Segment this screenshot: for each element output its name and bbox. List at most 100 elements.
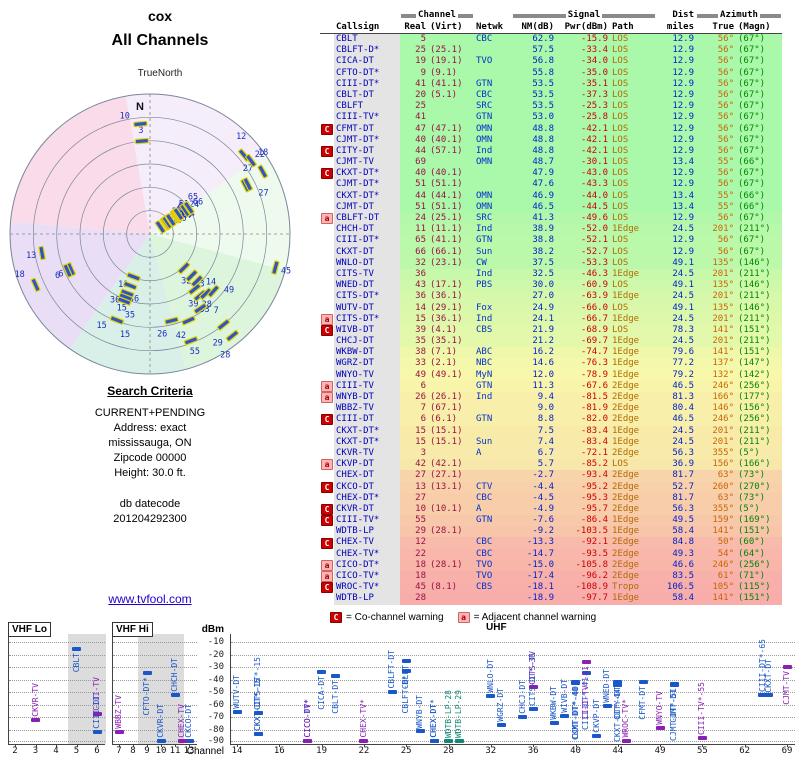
co-channel-warning-icon: C	[321, 414, 333, 426]
cell-miles: 83.5	[672, 571, 694, 581]
cell-miles: 79.2	[672, 369, 694, 380]
cell-real: 29	[415, 526, 426, 537]
cell-miles: 24.5	[672, 436, 694, 447]
cell-nm: -4.4	[532, 481, 554, 492]
cell-azimuth-true: 201°	[712, 313, 734, 324]
azimuth-group-header: Azimuth	[696, 10, 782, 21]
axis-tick	[133, 744, 134, 747]
cell-callsign: WROC-TV*	[334, 582, 400, 594]
cell-miles: 80.4	[672, 403, 694, 414]
cell-azimuth-magn: (67°)	[738, 34, 766, 44]
cell-virt: (23.1)	[430, 257, 463, 268]
table-row: CHEX-DT* 27 CBC -4.5 -95.3 2Edge 81.7 63° (73°)	[320, 492, 782, 504]
cell-azimuth-true: 355°	[712, 447, 734, 458]
station-channel-label: 35	[125, 311, 135, 321]
gridline	[9, 717, 105, 718]
cell-pwr: -33.4	[580, 45, 608, 56]
cell-path: 1Edge	[612, 291, 640, 302]
cell-virt: (51.1)	[430, 179, 463, 190]
cell-netwk: CBC	[476, 548, 493, 559]
station-bar	[187, 283, 202, 296]
station-channel-label: 65	[188, 193, 198, 203]
cell-nm: 8.8	[537, 414, 554, 425]
station-channel-label: 22	[255, 150, 265, 160]
channel-tick-label: 22	[358, 746, 370, 756]
cell-nm: 7.5	[537, 425, 554, 436]
cell-netwk: Ind	[476, 145, 493, 156]
cell-callsign: CHEX-TV	[334, 537, 400, 549]
spacer	[320, 10, 334, 21]
warning-marker-cell: a	[320, 571, 334, 583]
table-row: C CIII-TV* 55 GTN -7.6 -86.4 1Edge 49.5 159° (169…	[320, 515, 782, 527]
warning-marker-cell	[320, 112, 334, 124]
chart-marker	[764, 693, 774, 698]
cell-virt: (8.1)	[430, 582, 458, 593]
cell-nm: 47.6	[532, 179, 554, 190]
cell-real: 18	[415, 571, 426, 581]
chart-marker-label: WDTB-LP-28	[443, 689, 453, 738]
table-row: CIII-DT* 41 (41.1) GTN 53.5 -35.1 LOS 12.9 56° (6…	[320, 78, 782, 90]
cell-virt	[428, 515, 474, 526]
cell-netwk: Sun	[476, 436, 493, 447]
station-bar	[207, 284, 220, 298]
table-row: C CKVR-DT 10 (10.1) A -4.9 -95.7 2Edge 56.3 355° (…	[320, 503, 782, 516]
table-row: C WROC-TV* 45 (8.1) CBS -18.1 -108.9 Tropo 106.5…	[320, 582, 782, 594]
search-criteria-heading: Search Criteria	[107, 384, 193, 398]
col-header-miles: miles	[666, 22, 694, 32]
co-channel-legend-text: = Co-channel warning	[346, 612, 444, 623]
cell-netwk: OMN	[476, 134, 493, 145]
cell-pwr: -42.1	[580, 134, 608, 145]
cell-miles: 46.5	[672, 414, 694, 425]
cell-pwr: -103.5	[575, 526, 608, 537]
cell-miles: 24.5	[672, 268, 694, 279]
cell-azimuth-magn: (146°)	[738, 302, 771, 313]
table-row: a WNYB-DT 26 (26.1) Ind 9.4 -81.5 2Edge 81.3 166°…	[320, 392, 782, 404]
cell-netwk: CBC	[476, 492, 493, 503]
cell-nm: -4.9	[532, 503, 554, 514]
cell-azimuth-true: 201°	[712, 436, 734, 447]
cell-netwk: OMN	[476, 190, 493, 201]
station-bar	[181, 315, 196, 326]
cell-azimuth-true: 246°	[712, 414, 734, 425]
cell-netwk	[474, 179, 512, 190]
cell-miles: 12.9	[672, 213, 694, 223]
search-criteria-panel: Search Criteria CURRENT+PENDING Address: …	[30, 384, 270, 527]
cell-callsign: CKCO-DT	[334, 481, 400, 493]
cell-virt: (49.1)	[430, 369, 463, 380]
station-channel-label: 29	[213, 338, 223, 348]
cell-pwr: -52.1	[580, 235, 608, 246]
cell-netwk: Sun	[476, 246, 493, 257]
cell-virt: (40.1)	[430, 168, 463, 179]
warning-marker-cell: a	[320, 380, 334, 392]
cell-real: 27	[415, 492, 426, 503]
radar-plot: N525199412025414740446940514451241165663…	[9, 93, 291, 375]
axis-tick	[76, 744, 78, 747]
tvfool-link[interactable]: www.tvfool.com	[108, 592, 192, 606]
chart-marker-label: CIII-TV*-55	[697, 681, 707, 735]
cell-azimuth-magn: (67°)	[738, 67, 766, 78]
cell-pwr: -69.7	[580, 336, 608, 347]
cell-real: 36	[415, 268, 426, 279]
cell-real: 12	[415, 537, 426, 548]
cell-nm: -2.7	[532, 470, 554, 481]
cell-pwr: -83.4	[580, 425, 608, 436]
cell-nm: 21.9	[532, 324, 554, 335]
cell-azimuth-true: 63°	[717, 470, 734, 481]
station-channel-label: 10	[120, 111, 130, 121]
cell-callsign: CITY-DT	[334, 145, 400, 158]
adjacent-channel-legend-item: a = Adjacent channel warning	[457, 612, 596, 623]
cell-azimuth-true: 137°	[712, 358, 734, 369]
cell-path: LOS	[612, 257, 629, 268]
cell-nm: 21.2	[532, 336, 554, 347]
cell-azimuth-magn: (169°)	[738, 515, 771, 526]
axis-tick	[56, 744, 57, 747]
cell-virt: (13.1)	[430, 481, 463, 492]
cell-azimuth-magn: (211°)	[738, 224, 771, 235]
table-row: CHEX-TV* 22 CBC -14.7 -93.5 2Edge 49.3 54° (64°)	[320, 548, 782, 560]
cell-real: 18	[415, 559, 426, 570]
cell-virt	[428, 549, 474, 560]
chart-marker-label: WROC-TV*	[621, 699, 631, 738]
cell-path: Tropo	[612, 582, 640, 593]
cell-nm: 38.9	[532, 224, 554, 235]
cell-callsign: CIII-DT	[334, 414, 400, 426]
